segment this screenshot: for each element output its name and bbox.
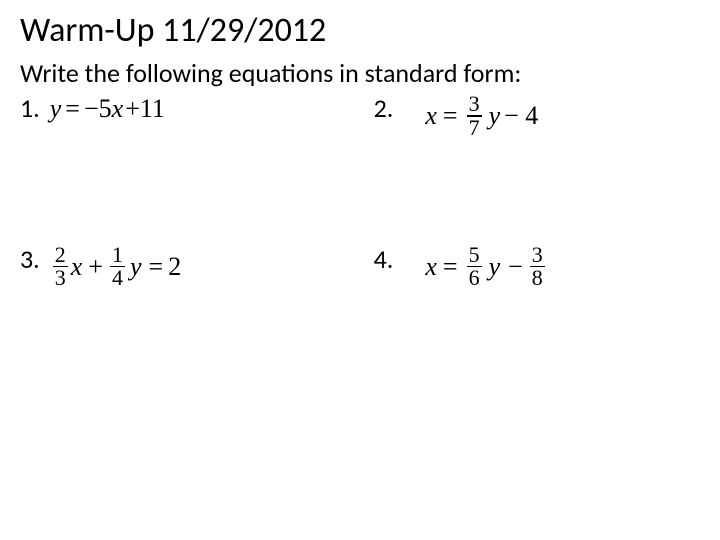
eq1-x: x [112, 93, 124, 124]
eq1-lhs: y [50, 93, 62, 124]
item-number-2: 2. [374, 93, 394, 124]
eq1-const: +11 [125, 93, 165, 124]
item-number-1: 1. [20, 93, 40, 124]
instruction-text: Write the following equations in standar… [20, 57, 700, 89]
eq4-f1-den: 6 [467, 267, 482, 289]
eq2-fraction: 3 7 [467, 93, 482, 139]
eq4-f2-den: 8 [530, 267, 545, 289]
eq2-tail: − 4 [504, 100, 538, 131]
eq1-equals: = [65, 93, 80, 124]
eq4-y: y [489, 251, 501, 282]
eq4-f2-num: 3 [530, 244, 545, 266]
eq2-frac-num: 3 [467, 93, 482, 115]
eq3-x: x [71, 251, 83, 282]
equation-2: x = 3 7 y − 4 [425, 93, 538, 139]
eq3-fraction-2: 1 4 [110, 244, 125, 290]
eq2-equals: = [443, 100, 458, 131]
eq3-plus: + [88, 251, 103, 282]
eq4-fraction-2: 3 8 [530, 244, 545, 290]
eq3-f1-num: 2 [53, 244, 68, 266]
equation-3: 2 3 x + 1 4 y = 2 [50, 244, 181, 290]
equation-1: y = −5 x +11 [50, 93, 165, 124]
eq2-lhs: x [425, 100, 437, 131]
eq3-y: y [130, 251, 142, 282]
eq3-rhs: 2 [168, 251, 181, 282]
item-number-4: 4. [374, 244, 394, 275]
row-1: 1. y = −5 x +11 2. x = 3 7 y − 4 [20, 93, 700, 139]
eq4-fraction-1: 5 6 [467, 244, 482, 290]
row-2: 3. 2 3 x + 1 4 y = 2 4. [20, 244, 700, 290]
eq3-f2-den: 4 [110, 267, 125, 289]
item-number-3: 3. [20, 244, 40, 275]
eq3-fraction-1: 2 3 [53, 244, 68, 290]
item-1: 1. y = −5 x +11 [20, 93, 374, 139]
eq4-minus: − [508, 251, 523, 282]
item-2: 2. x = 3 7 y − 4 [374, 93, 700, 139]
eq2-y: y [489, 100, 501, 131]
eq3-f1-den: 3 [53, 267, 68, 289]
item-3: 3. 2 3 x + 1 4 y = 2 [20, 244, 374, 290]
eq4-lhs: x [425, 251, 437, 282]
page-title: Warm-Up 11/29/2012 [20, 10, 700, 51]
item-4: 4. x = 5 6 y − 3 8 [374, 244, 700, 290]
eq3-equals: = [149, 251, 164, 282]
eq3-f2-num: 1 [110, 244, 125, 266]
eq4-f1-num: 5 [467, 244, 482, 266]
slide: Warm-Up 11/29/2012 Write the following e… [0, 0, 720, 540]
eq1-coef: −5 [84, 93, 112, 124]
eq2-frac-den: 7 [467, 117, 482, 139]
eq4-equals: = [443, 251, 458, 282]
equation-4: x = 5 6 y − 3 8 [425, 244, 547, 290]
